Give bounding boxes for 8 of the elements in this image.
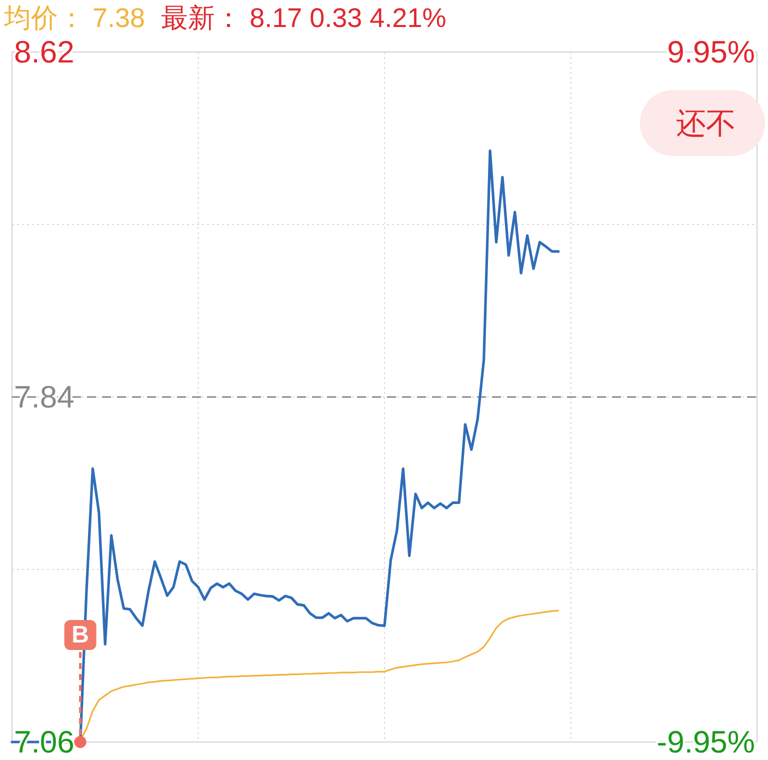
annotation: B bbox=[72, 622, 89, 648]
text: 均价： 7.38 bbox=[3, 3, 146, 33]
y2-tick-label: -9.95% bbox=[656, 724, 755, 760]
y2-tick-label: 9.95% bbox=[667, 34, 755, 70]
y-tick-label: 8.62 bbox=[14, 34, 74, 70]
y-tick-label: 7.84 bbox=[14, 380, 74, 414]
annotation: 还不 bbox=[676, 108, 736, 140]
text: 最新： 8.17 0.33 4.21% bbox=[161, 3, 446, 33]
